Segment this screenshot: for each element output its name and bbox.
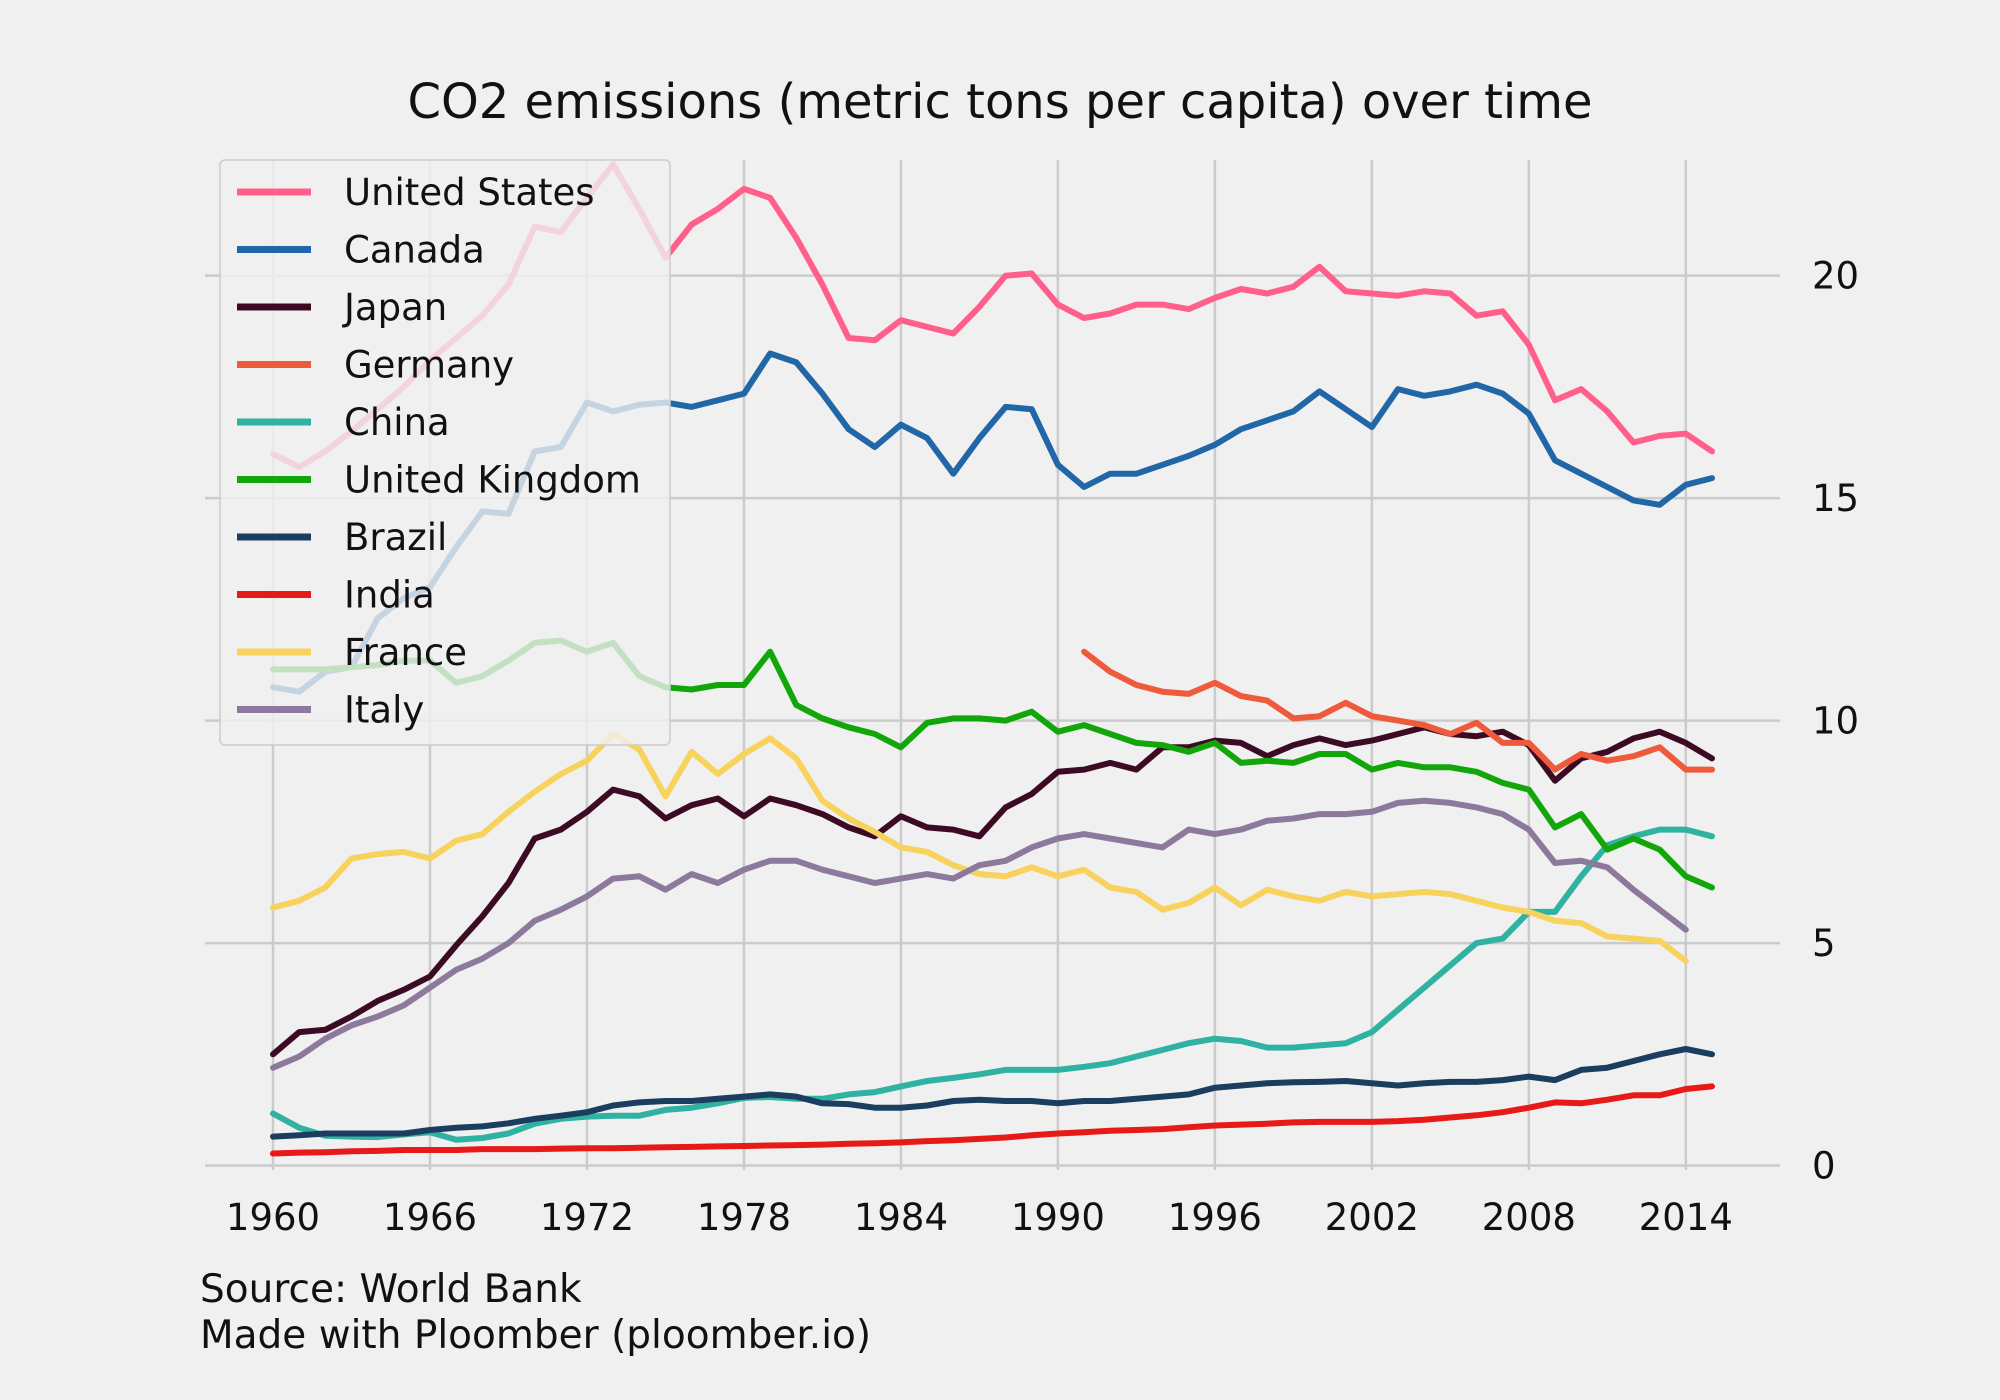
legend-label: Italy xyxy=(344,689,424,732)
legend-label: India xyxy=(344,574,435,617)
series-line-japan xyxy=(270,724,1715,1058)
x-tick-label: 1966 xyxy=(383,1196,477,1239)
x-tick-label: 1990 xyxy=(1011,1196,1105,1239)
y-tick-label: 15 xyxy=(1812,477,1859,520)
tick-labels: 1960 1966 1972 1978 1984 1990 1996 2002 2008 2014… xyxy=(226,255,1859,1239)
legend-label: United States xyxy=(344,171,595,214)
legend-label: United Kingdom xyxy=(344,459,641,502)
x-tick-label: 2008 xyxy=(1482,1196,1576,1239)
x-tick-label: 2014 xyxy=(1639,1196,1733,1239)
x-tick-label: 1960 xyxy=(226,1196,320,1239)
series-line-brazil xyxy=(270,1046,1715,1140)
legend-label: Brazil xyxy=(344,516,447,559)
series-line-france xyxy=(270,731,1689,964)
x-tick-label: 1996 xyxy=(1168,1196,1262,1239)
legend-box xyxy=(219,159,671,746)
y-tick-label: 20 xyxy=(1812,255,1859,298)
legend-label: Canada xyxy=(344,229,485,272)
series-line-italy xyxy=(270,797,1689,1071)
source-note: Source: World Bank xyxy=(200,1267,582,1312)
legend: United States Canada Japan Germany China Unit… xyxy=(219,159,671,746)
y-tick-label: 5 xyxy=(1812,922,1836,965)
x-tick-label: 1972 xyxy=(540,1196,634,1239)
chart-title: CO2 emissions (metric tons per capita) o… xyxy=(407,74,1592,130)
made-with-note: Made with Ploomber (ploomber.io) xyxy=(200,1313,872,1358)
legend-label: Germany xyxy=(344,344,514,387)
series-line-india xyxy=(270,1083,1715,1157)
y-tick-label: 10 xyxy=(1812,700,1859,743)
legend-label: France xyxy=(344,631,467,674)
series-line-germany xyxy=(1081,648,1715,773)
legend-label: China xyxy=(344,401,450,444)
x-tick-label: 2002 xyxy=(1325,1196,1419,1239)
x-tick-label: 1978 xyxy=(697,1196,791,1239)
legend-label: Japan xyxy=(342,286,447,329)
x-tick-label: 1984 xyxy=(854,1196,948,1239)
y-tick-label: 0 xyxy=(1812,1145,1836,1188)
series-line-china xyxy=(270,826,1715,1143)
